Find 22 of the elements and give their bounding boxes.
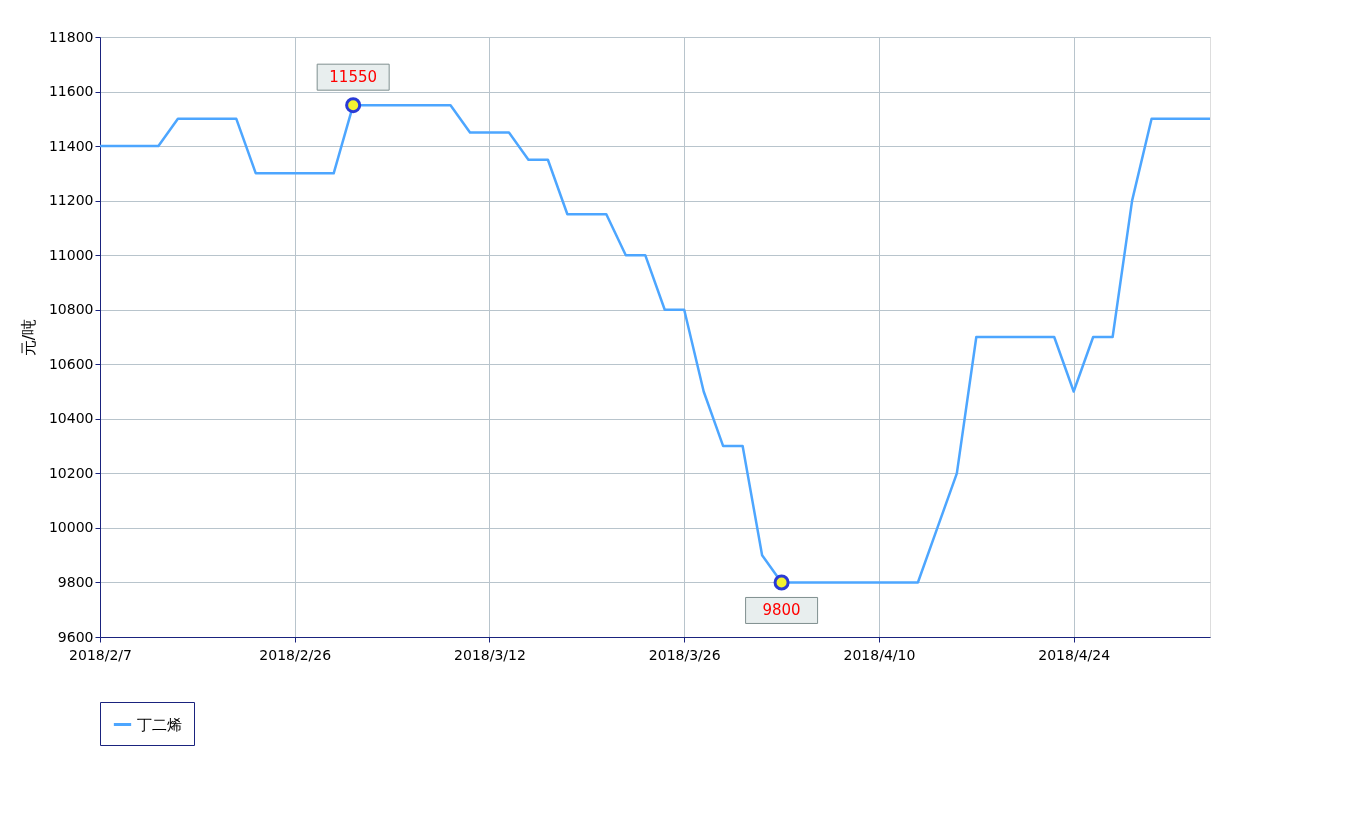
y-tick-label: 10400 — [48, 410, 94, 427]
x-tick-label: 2018/4/10 — [843, 646, 916, 663]
y-axis-title: 元/吨 — [18, 318, 38, 357]
legend-label: 丁二烯 — [137, 715, 182, 734]
x-tick-label: 2018/4/24 — [1038, 646, 1111, 663]
y-tick-label: 10000 — [48, 519, 94, 536]
y-tick-label: 11000 — [48, 246, 94, 263]
annotation: 11550 — [329, 68, 378, 87]
y-tick-label: 9800 — [57, 573, 94, 590]
y-tick-label: 11200 — [48, 192, 94, 209]
y-tick-label: 10800 — [48, 301, 94, 318]
x-tick-label: 2018/3/12 — [454, 646, 526, 663]
y-tick-label: 9600 — [57, 628, 94, 645]
y-tick-label: 10200 — [48, 464, 94, 481]
x-tick-label: 2018/3/26 — [648, 646, 721, 663]
y-tick-label: 11600 — [48, 83, 94, 100]
y-tick-label: 11400 — [48, 137, 94, 154]
y-tick-label: 10600 — [48, 355, 94, 372]
x-tick-label: 2018/2/7 — [69, 646, 132, 663]
y-tick-label: 11800 — [48, 28, 94, 45]
x-tick-label: 2018/2/26 — [259, 646, 332, 663]
annotation: 9800 — [762, 601, 801, 620]
